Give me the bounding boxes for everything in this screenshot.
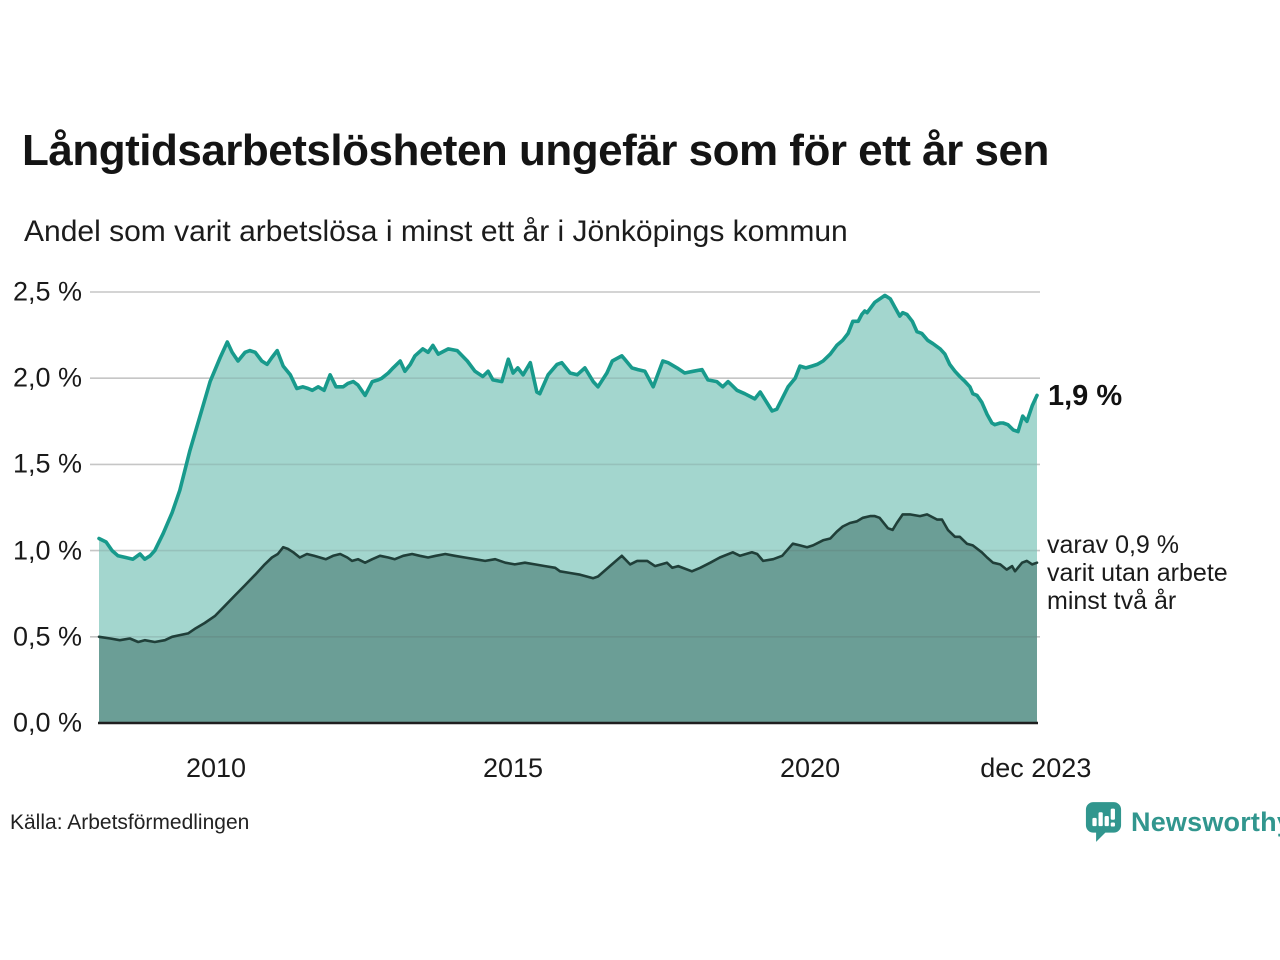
y-tick-label: 1,5 % (12, 448, 82, 479)
series-line-two-years (97, 513, 1039, 644)
y-tick-label: 0,0 % (12, 707, 82, 738)
annotation-latest-two-years: varav 0,9 % varit utan arbete minst två … (1047, 531, 1228, 615)
newsworthy-logo-icon (1085, 802, 1122, 842)
x-tick-label: 2020 (780, 753, 841, 783)
y-tick-label: 0,5 % (12, 621, 82, 652)
x-tick-label: dec 2023 (980, 753, 1092, 783)
y-tick-label: 2,0 % (12, 362, 82, 393)
y-tick-label: 1,0 % (12, 535, 82, 566)
newsworthy-branding: Newsworthy (1085, 801, 1280, 843)
x-tick-label: 2015 (483, 753, 544, 783)
chart-title: Långtidsarbetslösheten ungefär som för e… (22, 126, 1049, 175)
x-tick-label: 2010 (185, 753, 247, 783)
area-fill-two-years (99, 514, 1037, 723)
y-tick-label: 2,5 % (12, 276, 82, 307)
series-line-total (97, 293, 1039, 561)
newsworthy-logo-text: Newsworthy (1131, 806, 1280, 837)
annotation-latest-total: 1,9 % (1048, 380, 1123, 412)
gridlines-overlay (90, 291, 1040, 638)
chart-subtitle: Andel som varit arbetslösa i minst ett å… (24, 215, 848, 248)
source-caption: Källa: Arbetsförmedlingen (10, 811, 250, 834)
